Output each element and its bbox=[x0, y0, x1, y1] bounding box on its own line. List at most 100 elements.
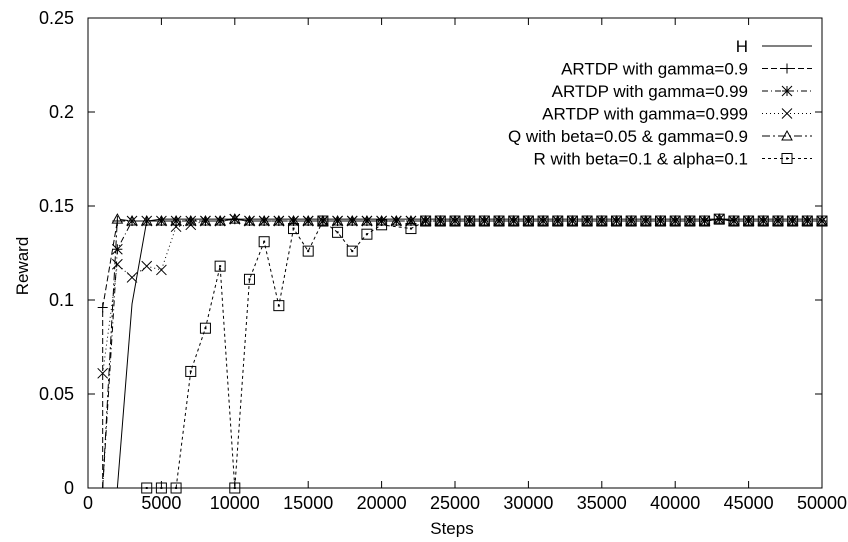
cross-marker bbox=[346, 215, 358, 227]
cross-marker bbox=[97, 367, 109, 379]
triangle-marker bbox=[537, 215, 549, 226]
cross-marker bbox=[273, 215, 285, 227]
square-marker bbox=[581, 215, 593, 227]
square-marker bbox=[699, 215, 711, 227]
square-marker-dot bbox=[512, 220, 515, 223]
legend-item: ARTDP with gamma=0.9 bbox=[561, 60, 812, 79]
square-marker bbox=[728, 215, 740, 227]
square-marker bbox=[332, 226, 344, 238]
triangle-marker bbox=[669, 215, 682, 226]
square-marker-dot bbox=[454, 220, 456, 223]
legend-label: R with beta=0.1 & alpha=0.1 bbox=[533, 150, 748, 169]
square-marker bbox=[302, 245, 314, 257]
square-marker bbox=[317, 215, 329, 227]
axis-ticks: 0 5000 10000 15000 20000 25000 30000 35000 40000… bbox=[39, 8, 847, 513]
square-marker-dot bbox=[718, 218, 721, 221]
square-marker bbox=[655, 215, 667, 227]
square-marker-dot bbox=[483, 220, 486, 223]
square-marker-dot bbox=[674, 220, 677, 223]
triangle-marker bbox=[390, 215, 403, 226]
square-marker bbox=[552, 215, 564, 227]
x-tick-label: 30000 bbox=[503, 493, 553, 513]
triangle-marker bbox=[140, 215, 153, 226]
square-marker bbox=[434, 215, 446, 227]
triangle-marker bbox=[287, 215, 300, 226]
square-marker-dot bbox=[248, 278, 251, 281]
square-marker-dot bbox=[351, 250, 354, 253]
cross-marker bbox=[112, 258, 123, 270]
square-marker-dot bbox=[556, 220, 559, 223]
square-marker-dot bbox=[321, 220, 324, 223]
legend-label: H bbox=[736, 37, 748, 56]
square-marker bbox=[199, 322, 211, 334]
square-marker-dot bbox=[189, 370, 192, 373]
legend-item: ARTDP with gamma=0.999 bbox=[542, 105, 812, 124]
legend-label: ARTDP with gamma=0.999 bbox=[542, 105, 748, 124]
square-marker bbox=[273, 300, 285, 312]
square-marker-dot bbox=[439, 220, 442, 223]
plus-marker bbox=[782, 63, 792, 74]
y-axis-title: Reward bbox=[13, 237, 32, 296]
square-marker-dot bbox=[571, 220, 574, 223]
square-marker-dot bbox=[409, 227, 412, 230]
triangle-marker bbox=[243, 215, 256, 226]
square-marker bbox=[288, 223, 300, 235]
square-marker-dot bbox=[732, 220, 735, 223]
square-marker-dot bbox=[307, 250, 310, 253]
triangle-marker bbox=[463, 215, 476, 226]
x-tick-label: 20000 bbox=[357, 493, 407, 513]
square-marker bbox=[420, 215, 432, 227]
square-marker-dot bbox=[688, 220, 691, 223]
triangle-marker bbox=[184, 215, 197, 226]
square-marker bbox=[258, 236, 270, 248]
x-tick-label: 40000 bbox=[650, 493, 700, 513]
square-marker-dot bbox=[204, 327, 207, 330]
triangle-marker bbox=[199, 215, 212, 226]
square-marker bbox=[214, 260, 226, 272]
square-marker bbox=[596, 215, 608, 227]
legend-item: R with beta=0.1 & alpha=0.1 bbox=[533, 150, 812, 169]
y-tick-label: 0.1 bbox=[49, 290, 74, 310]
star-marker bbox=[141, 215, 153, 227]
square-marker bbox=[787, 215, 799, 227]
x-tick-label: 10000 bbox=[210, 493, 260, 513]
cross-marker bbox=[781, 108, 793, 119]
square-marker bbox=[376, 219, 388, 231]
square-marker bbox=[566, 215, 578, 227]
square-marker bbox=[508, 215, 520, 227]
square-marker bbox=[346, 245, 358, 257]
square-marker-dot bbox=[263, 240, 266, 243]
square-marker-dot bbox=[292, 227, 295, 230]
series-layer bbox=[97, 213, 828, 494]
triangle-marker bbox=[361, 215, 373, 226]
triangle-marker bbox=[170, 215, 182, 226]
triangle-marker bbox=[258, 215, 271, 226]
triangle-marker bbox=[434, 215, 447, 226]
square-marker bbox=[185, 365, 197, 377]
x-tick-label: 25000 bbox=[430, 493, 480, 513]
triangle-marker bbox=[566, 215, 579, 226]
square-marker-dot bbox=[277, 304, 280, 307]
y-tick-label: 0.2 bbox=[49, 102, 74, 122]
square-marker bbox=[772, 215, 784, 227]
square-marker bbox=[801, 215, 813, 227]
square-marker-dot bbox=[498, 220, 501, 223]
square-marker bbox=[684, 215, 696, 227]
square-marker-dot bbox=[542, 220, 545, 223]
cross-marker bbox=[126, 272, 138, 283]
square-marker-dot bbox=[791, 220, 794, 223]
square-marker-dot bbox=[365, 233, 368, 236]
triangle-marker bbox=[126, 215, 138, 226]
square-marker-dot bbox=[703, 220, 706, 223]
square-marker-dot bbox=[468, 220, 471, 223]
triangle-marker bbox=[272, 215, 285, 226]
square-marker-dot bbox=[776, 220, 779, 223]
square-marker bbox=[449, 215, 461, 227]
triangle-marker bbox=[155, 215, 168, 226]
triangle-marker bbox=[228, 213, 241, 224]
triangle-marker bbox=[331, 215, 344, 226]
square-marker-dot bbox=[586, 220, 589, 223]
